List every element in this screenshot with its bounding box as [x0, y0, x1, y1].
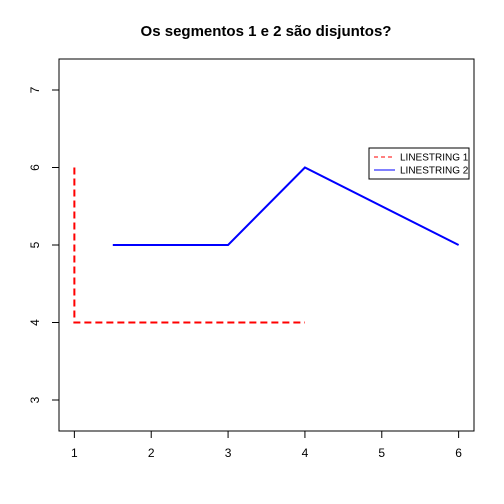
y-tick-label: 4: [28, 319, 42, 326]
x-tick-label: 4: [302, 446, 309, 460]
series-line-1: [73, 167, 305, 324]
y-tick-label: 6: [28, 164, 42, 171]
x-tick-label: 5: [378, 446, 385, 460]
x-tick-label: 6: [455, 446, 462, 460]
x-tick-label: 3: [225, 446, 232, 460]
legend: LINESTRING 1 LINESTRING 2: [368, 147, 470, 180]
legend-label: LINESTRING 2: [400, 166, 469, 177]
legend-label: LINESTRING 1: [400, 153, 469, 164]
y-axis: 3 4 5 6 7: [28, 86, 60, 403]
x-tick-label: 2: [148, 446, 155, 460]
y-tick-label: 3: [28, 396, 42, 403]
chart-title: Os segmentos 1 e 2 são disjuntos?: [141, 23, 392, 40]
series-layer: [73, 166, 460, 324]
y-tick-label: 5: [28, 241, 42, 248]
x-axis: 1 2 3 4 5 6: [71, 430, 462, 460]
y-tick-label: 7: [28, 86, 42, 93]
series-line-2: [112, 166, 460, 246]
legend-box: [368, 147, 470, 180]
x-tick-label: 1: [71, 446, 78, 460]
